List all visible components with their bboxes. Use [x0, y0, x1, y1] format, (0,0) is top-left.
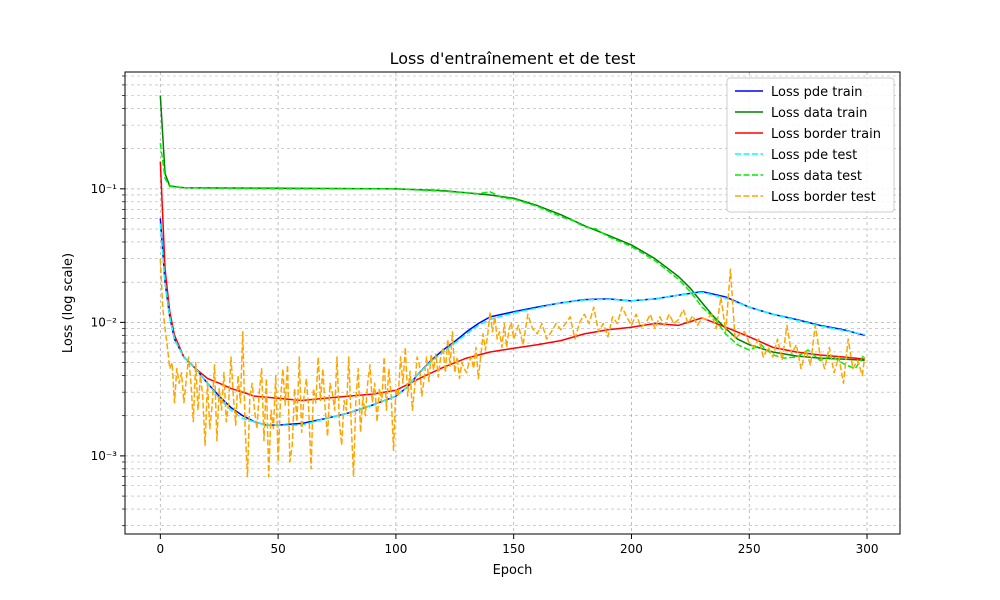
- x-tick-label: 150: [502, 542, 525, 556]
- legend-box: [726, 77, 895, 213]
- x-axis-ticks: 0 50 100 150 200 250 300: [157, 534, 879, 556]
- legend: Loss pde train Loss data train Loss border…: [726, 77, 895, 213]
- series-group: [159, 95, 866, 478]
- legend-label: Loss data train: [771, 106, 867, 121]
- y-tick-label: 10⁻³: [91, 449, 118, 463]
- y-tick-label: 10⁻¹: [91, 182, 118, 196]
- x-tick-label: 100: [384, 542, 407, 556]
- legend-label: Loss border train: [771, 127, 881, 142]
- legend-label: Loss data test: [771, 169, 862, 184]
- y-axis-label: Loss (log scale): [61, 253, 76, 353]
- series-line-loss-pde-train: [159, 218, 865, 426]
- series-line-loss-pde-test: [159, 223, 865, 426]
- x-tick-label: 200: [620, 542, 643, 556]
- y-tick-label: 10⁻²: [91, 315, 118, 329]
- plot-frame: [124, 71, 901, 535]
- chart-title: Loss d'entraînement et de test: [390, 49, 636, 68]
- x-tick-label: 250: [738, 542, 761, 556]
- legend-label: Loss pde train: [771, 85, 863, 100]
- legend-label: Loss border test: [771, 190, 876, 205]
- legend-label: Loss pde test: [771, 148, 857, 163]
- y-axis-ticks: 10⁻³ 10⁻² 10⁻¹: [91, 75, 125, 527]
- series-line-loss-border-test: [159, 258, 866, 478]
- x-tick-label: 300: [856, 542, 879, 556]
- x-tick-label: 50: [270, 542, 285, 556]
- x-axis-label: Epoch: [493, 563, 533, 578]
- x-tick-label: 0: [157, 542, 165, 556]
